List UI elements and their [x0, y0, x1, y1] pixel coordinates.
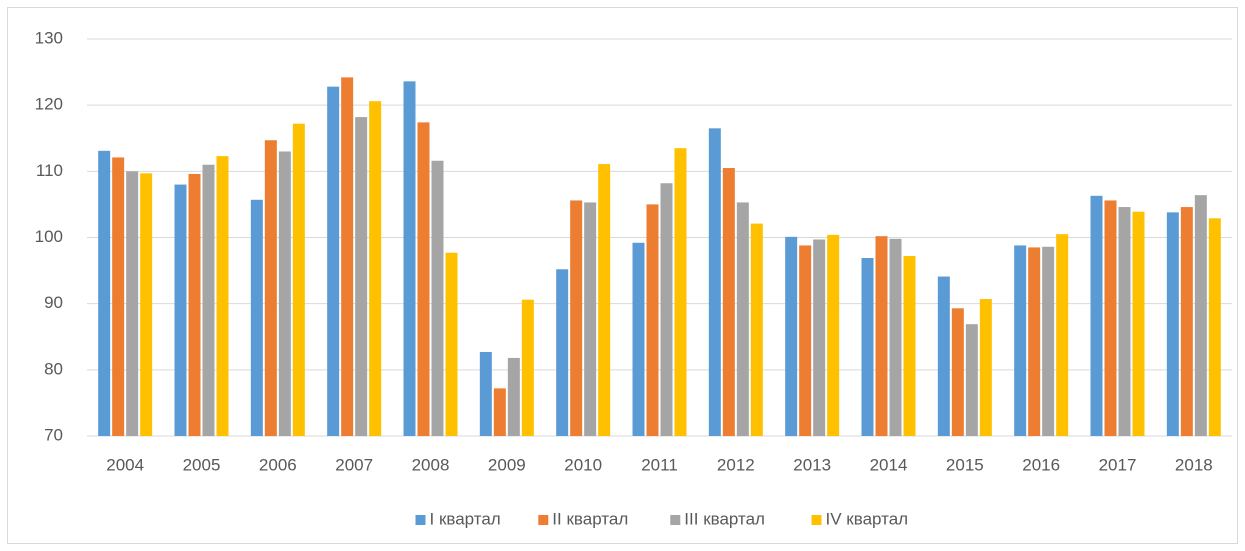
x-tick-label: 2006 [259, 455, 297, 474]
legend-label: II квартал [552, 509, 628, 528]
legend-swatch [811, 515, 822, 525]
bar [861, 258, 874, 436]
y-tick-label: 110 [36, 161, 63, 180]
bar [140, 173, 153, 436]
x-tick-label: 2016 [1022, 455, 1060, 474]
bar [1166, 212, 1179, 436]
y-tick-label: 130 [35, 28, 63, 47]
x-tick-label: 2014 [870, 455, 908, 474]
bar [216, 156, 229, 437]
bar [1118, 207, 1131, 436]
x-tick-label: 2018 [1175, 455, 1213, 474]
bar [875, 236, 888, 436]
bar [1208, 218, 1221, 436]
bar [660, 183, 673, 436]
bar [202, 164, 215, 436]
bar [278, 151, 291, 436]
bar [98, 150, 111, 437]
y-tick-label: 100 [35, 227, 63, 246]
bar [951, 308, 964, 436]
legend-swatch [538, 515, 549, 525]
bar [126, 171, 139, 437]
bar [937, 276, 950, 436]
bar [355, 117, 368, 437]
bar [674, 148, 687, 437]
legend-label: III квартал [684, 509, 765, 528]
bar [403, 81, 416, 436]
bar [1042, 246, 1055, 436]
x-tick-label: 2011 [641, 455, 678, 474]
bar [341, 77, 354, 437]
bar [521, 299, 534, 436]
bar [431, 160, 444, 436]
bar [1014, 245, 1027, 436]
y-tick-label: 70 [44, 425, 63, 444]
bar [445, 252, 458, 436]
bar [813, 239, 826, 436]
x-tick-label: 2013 [793, 455, 831, 474]
x-tick-label: 2017 [1099, 455, 1137, 474]
bar [174, 184, 187, 436]
y-tick-label: 120 [35, 95, 63, 114]
bar [903, 256, 916, 436]
legend-label: IV квартал [826, 509, 909, 528]
bar [632, 242, 645, 436]
bar [965, 324, 978, 436]
bar [570, 200, 583, 436]
bar [292, 123, 305, 437]
bar [1132, 211, 1145, 436]
bar [979, 299, 992, 436]
x-tick-label: 2008 [412, 455, 450, 474]
bar [1104, 200, 1117, 436]
bar [112, 157, 125, 436]
bar [598, 164, 611, 436]
bar [646, 204, 659, 436]
bar [722, 168, 735, 436]
y-tick-label: 80 [44, 359, 63, 378]
x-tick-label: 2004 [106, 455, 144, 474]
x-tick-label: 2009 [488, 455, 526, 474]
x-tick-label: 2005 [183, 455, 221, 474]
bar [750, 223, 763, 436]
bar [417, 122, 430, 437]
bar [493, 388, 506, 436]
bar [827, 234, 840, 436]
bar [1056, 234, 1069, 436]
legend-label: I квартал [430, 509, 501, 528]
bar [584, 202, 597, 436]
bar [556, 269, 569, 436]
y-tick-label: 90 [44, 293, 63, 312]
bar [1194, 195, 1207, 436]
x-tick-label: 2007 [335, 455, 373, 474]
x-tick-label: 2012 [717, 455, 755, 474]
bar [188, 173, 201, 437]
bar [369, 101, 382, 437]
bar [889, 238, 902, 436]
bar [327, 86, 340, 436]
legend-swatch [670, 515, 681, 525]
bar [250, 199, 263, 436]
x-tick-label: 2015 [946, 455, 984, 474]
bar [1090, 195, 1103, 436]
bar [1028, 247, 1041, 436]
bar [479, 351, 492, 436]
bar [507, 357, 520, 436]
x-tick-label: 2010 [564, 455, 602, 474]
bar [1180, 207, 1193, 436]
legend-swatch [415, 515, 426, 525]
bar [708, 128, 721, 436]
bar [736, 202, 749, 436]
bar [785, 236, 798, 436]
bar [264, 140, 277, 437]
bar [799, 245, 812, 436]
